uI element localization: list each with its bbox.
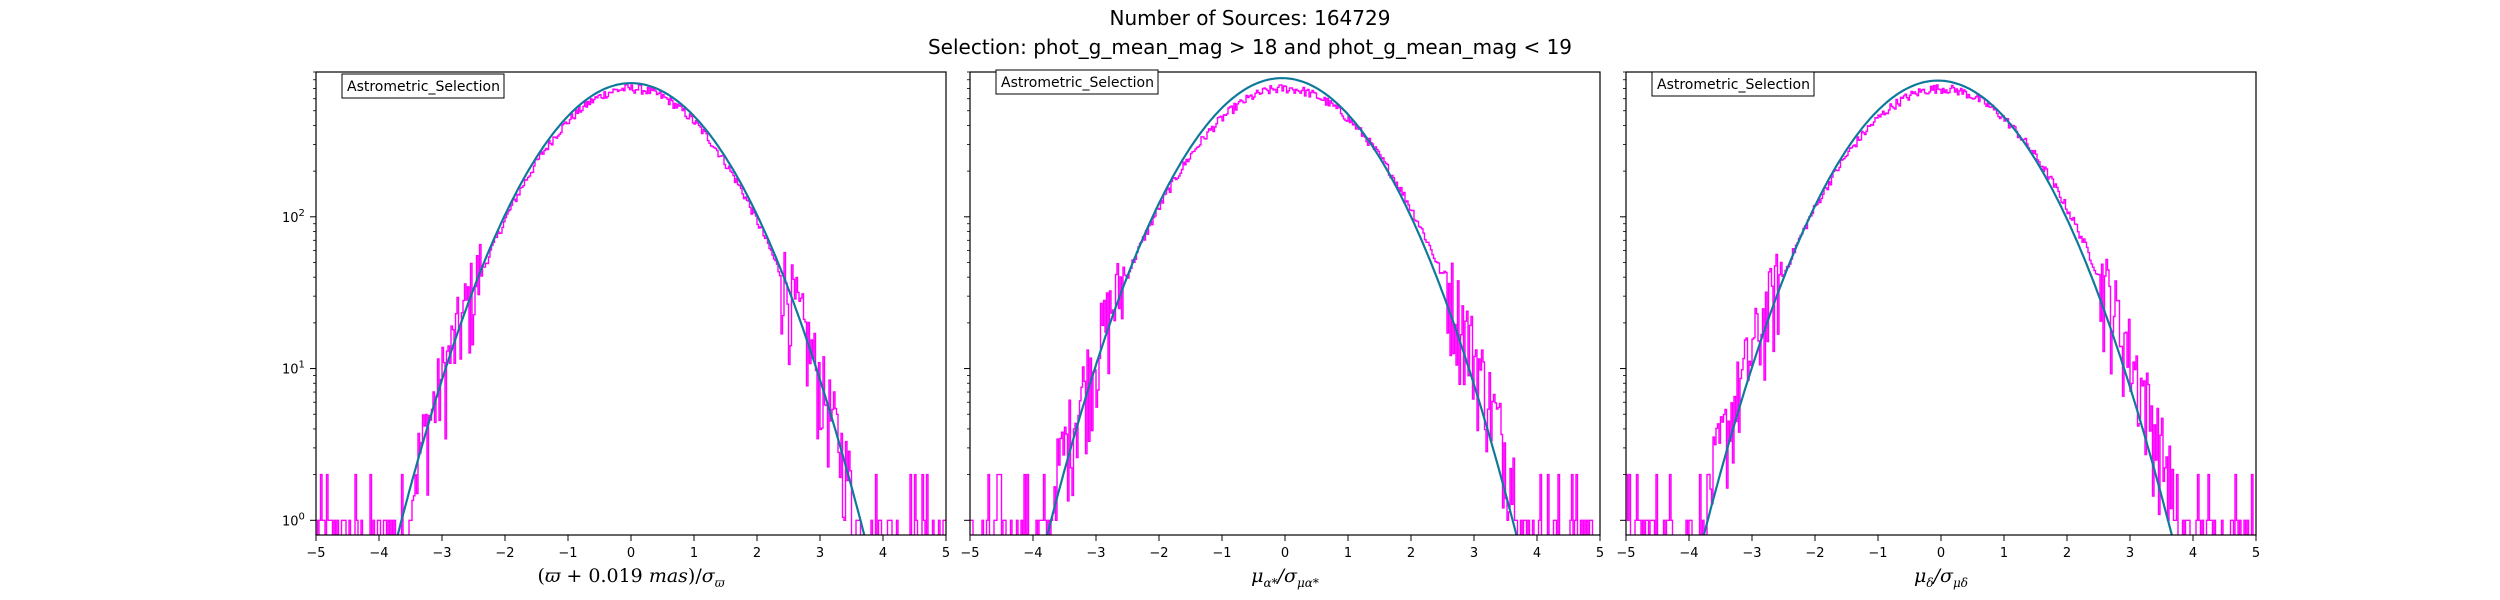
legend-box bbox=[995, 69, 1159, 95]
x-tick-label: −5 bbox=[1616, 546, 1635, 561]
x-tick-label: 3 bbox=[816, 546, 824, 561]
x-axis-label: μα*/σμα* bbox=[1251, 565, 1319, 590]
x-tick-label: −2 bbox=[1149, 546, 1168, 561]
x-tick-label: 5 bbox=[942, 546, 950, 561]
x-tick-label: 1 bbox=[2000, 546, 2008, 561]
plot-data bbox=[1626, 79, 2254, 535]
x-tick-label: 4 bbox=[2189, 546, 2197, 561]
subplot-3: −5 −4 −3 −2 −1 0 1 2 3 4 5 Astrometric_Selection μδ/… bbox=[1616, 71, 2260, 590]
xlabel-part: σ bbox=[702, 565, 716, 587]
xlabel-part: mas bbox=[649, 565, 688, 587]
x-tick-label: −3 bbox=[1086, 546, 1105, 561]
x-tick-label: −5 bbox=[960, 546, 979, 561]
x-tick-label: −5 bbox=[306, 546, 325, 561]
xlabel-part: μ bbox=[1251, 565, 1263, 587]
xlabel-subscript: α* bbox=[1263, 576, 1277, 590]
x-tick-label: −1 bbox=[1212, 546, 1231, 561]
xlabel-subscript: μα* bbox=[1297, 576, 1319, 590]
xlabel-part: ϖ bbox=[545, 565, 561, 587]
x-tick-label: −4 bbox=[1679, 546, 1698, 561]
y-tick-exponent: 0 bbox=[299, 511, 305, 522]
gaussian-fit-overlay-line bbox=[397, 82, 865, 535]
legend-box bbox=[1651, 71, 1815, 97]
xlabel-part: + 0.019 bbox=[560, 565, 648, 587]
figure-title-line2: Selection: phot_g_mean_mag > 18 and phot… bbox=[927, 35, 1573, 59]
x-tick-label: −3 bbox=[1742, 546, 1761, 561]
axes-frame bbox=[315, 71, 947, 536]
x-axis-label: μδ/σμδ bbox=[1914, 565, 1968, 590]
x-tick-label: −2 bbox=[1805, 546, 1824, 561]
x-tick-label: 4 bbox=[879, 546, 887, 561]
plot-data bbox=[970, 76, 1594, 535]
x-tick-label: −1 bbox=[558, 546, 577, 561]
xlabel-subscript: μδ bbox=[1953, 576, 1968, 590]
xlabel-part: /σ bbox=[1276, 565, 1298, 587]
legend-label: Astrometric_Selection bbox=[1657, 77, 1810, 93]
y-tick-label: 100 bbox=[282, 511, 305, 529]
y-tick-base: 10 bbox=[282, 363, 299, 378]
y-tick-label: 102 bbox=[282, 208, 305, 226]
subplot-2: −5 −4 −3 −2 −1 0 1 2 3 4 5 Astrometric_Selection μα*… bbox=[960, 69, 1604, 590]
x-tick-label: 4 bbox=[1533, 546, 1541, 561]
x-tick-label: 0 bbox=[1281, 546, 1289, 561]
histogram-series bbox=[1626, 84, 2254, 535]
x-tick-label: 0 bbox=[627, 546, 635, 561]
plot-data bbox=[316, 81, 946, 535]
legend-label: Astrometric_Selection bbox=[347, 79, 500, 95]
x-tick-label: −1 bbox=[1868, 546, 1887, 561]
x-tick-label: 0 bbox=[1937, 546, 1945, 561]
legend-label: Astrometric_Selection bbox=[1001, 75, 1154, 91]
xlabel-subscript: δ bbox=[1926, 576, 1933, 590]
x-tick-label: −3 bbox=[432, 546, 451, 561]
histogram-series bbox=[970, 84, 1594, 535]
x-tick-label: 3 bbox=[1470, 546, 1478, 561]
x-axis-label: (ϖ + 0.019 mas)/σϖ bbox=[537, 565, 725, 590]
x-tick-label: 1 bbox=[1344, 546, 1352, 561]
x-tick-label: 2 bbox=[1407, 546, 1415, 561]
xlabel-subscript: ϖ bbox=[715, 576, 726, 590]
subplot-1: −5 −4 −3 −2 −1 0 1 2 3 4 5100101102Astrometric_Sel… bbox=[282, 71, 950, 590]
figure-title-line1: Number of Sources: 164729 bbox=[1109, 6, 1391, 30]
gaussian-fit-overlay-line bbox=[1703, 80, 2173, 535]
x-tick-label: −4 bbox=[369, 546, 388, 561]
y-tick-base: 10 bbox=[282, 211, 299, 226]
y-tick-exponent: 1 bbox=[299, 360, 305, 371]
legend-box bbox=[341, 73, 505, 99]
x-tick-label: −4 bbox=[1023, 546, 1042, 561]
x-tick-label: 5 bbox=[1596, 546, 1604, 561]
x-tick-label: −2 bbox=[495, 546, 514, 561]
x-tick-label: 5 bbox=[2252, 546, 2260, 561]
x-tick-label: 2 bbox=[753, 546, 761, 561]
axes-frame bbox=[1625, 71, 2257, 536]
xlabel-part: μ bbox=[1914, 565, 1926, 587]
x-tick-label: 3 bbox=[2126, 546, 2134, 561]
xlabel-part: )/ bbox=[688, 565, 702, 587]
x-tick-label: 1 bbox=[690, 546, 698, 561]
y-tick-label: 101 bbox=[282, 360, 305, 378]
xlabel-part: /σ bbox=[1932, 565, 1954, 587]
y-tick-base: 10 bbox=[282, 514, 299, 529]
xlabel-part: ( bbox=[537, 565, 544, 587]
gaussian-fit-overlay-line bbox=[1046, 77, 1518, 535]
y-tick-exponent: 2 bbox=[299, 208, 305, 219]
x-tick-label: 2 bbox=[2063, 546, 2071, 561]
